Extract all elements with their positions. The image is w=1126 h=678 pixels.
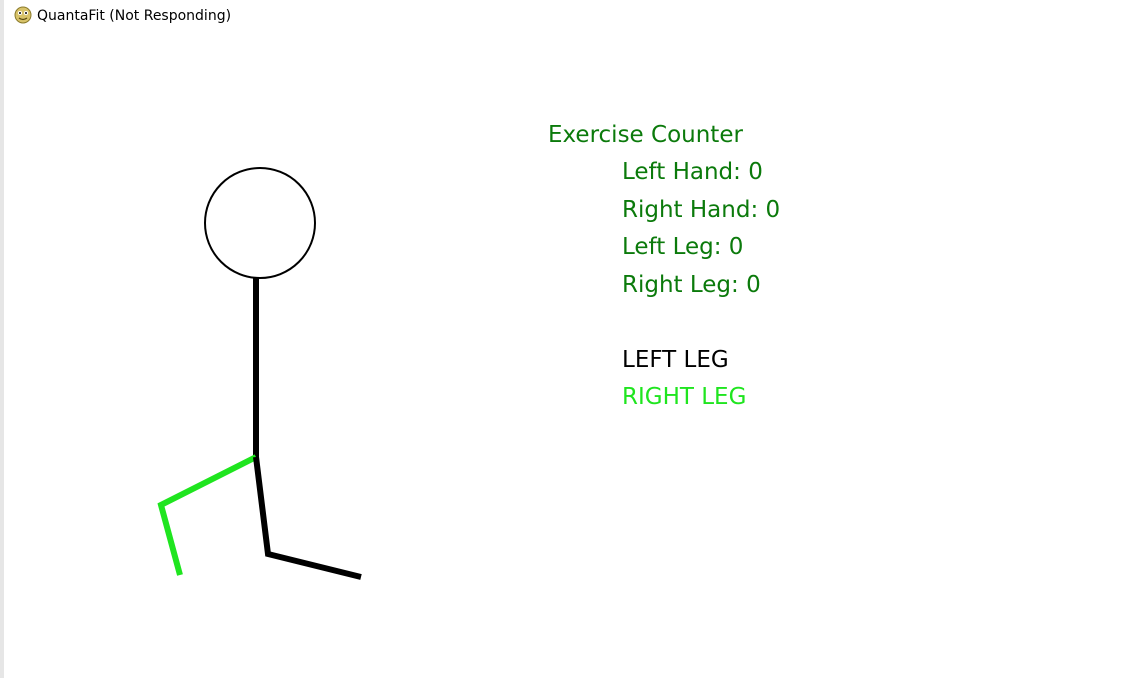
left-leg-status-label: LEFT LEG xyxy=(622,347,729,373)
left-hand-count: Left Hand: 0 xyxy=(622,159,763,185)
python-icon xyxy=(14,6,32,24)
exercise-counter-title: Exercise Counter xyxy=(548,122,743,148)
left-leg-count: Left Leg: 0 xyxy=(622,234,744,260)
left-leg-limb xyxy=(253,456,362,580)
title-bar[interactable]: QuantaFit (Not Responding) xyxy=(4,0,1126,34)
window-left-border xyxy=(0,0,4,678)
right-hand-count: Right Hand: 0 xyxy=(622,197,781,223)
exercise-canvas[interactable]: Exercise Counter Left Hand: 0 Right Hand… xyxy=(4,34,1126,678)
right-leg-limb xyxy=(157,454,258,576)
right-leg-status-label: RIGHT LEG xyxy=(622,384,747,410)
right-leg-count: Right Leg: 0 xyxy=(622,272,761,298)
stick-figure-head xyxy=(204,167,316,279)
stick-figure xyxy=(157,167,362,580)
window-title: QuantaFit (Not Responding) xyxy=(37,8,232,24)
